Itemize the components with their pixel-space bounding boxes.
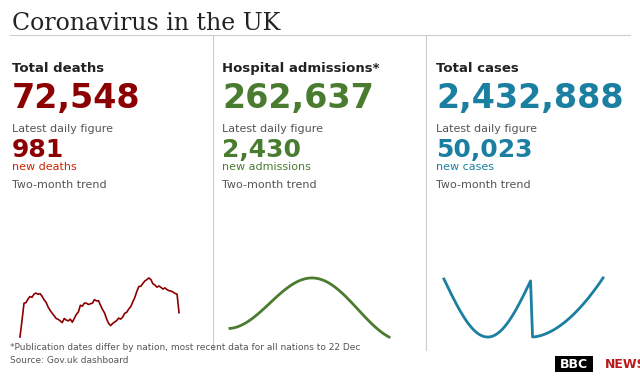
Text: Total cases: Total cases xyxy=(436,62,519,75)
Text: 2,430: 2,430 xyxy=(222,138,301,162)
Text: 981: 981 xyxy=(12,138,64,162)
Text: Latest daily figure: Latest daily figure xyxy=(222,124,323,134)
Text: Two-month trend: Two-month trend xyxy=(12,180,107,190)
Text: 72,548: 72,548 xyxy=(12,82,141,115)
Text: new deaths: new deaths xyxy=(12,162,77,172)
Text: Hospital admissions*: Hospital admissions* xyxy=(222,62,380,75)
Text: Latest daily figure: Latest daily figure xyxy=(436,124,537,134)
Text: NEWS: NEWS xyxy=(605,358,640,370)
Text: new admissions: new admissions xyxy=(222,162,311,172)
Text: Two-month trend: Two-month trend xyxy=(222,180,317,190)
FancyBboxPatch shape xyxy=(555,356,593,372)
Text: Two-month trend: Two-month trend xyxy=(436,180,531,190)
Text: 50,023: 50,023 xyxy=(436,138,532,162)
Text: new cases: new cases xyxy=(436,162,494,172)
Text: Source: Gov.uk dashboard: Source: Gov.uk dashboard xyxy=(10,356,129,365)
Text: 2,432,888: 2,432,888 xyxy=(436,82,623,115)
Text: *Publication dates differ by nation, most recent data for all nations to 22 Dec: *Publication dates differ by nation, mos… xyxy=(10,343,360,352)
Text: Coronavirus in the UK: Coronavirus in the UK xyxy=(12,12,280,35)
Text: 262,637: 262,637 xyxy=(222,82,374,115)
Text: Latest daily figure: Latest daily figure xyxy=(12,124,113,134)
Text: Total deaths: Total deaths xyxy=(12,62,104,75)
Text: BBC: BBC xyxy=(560,358,588,370)
